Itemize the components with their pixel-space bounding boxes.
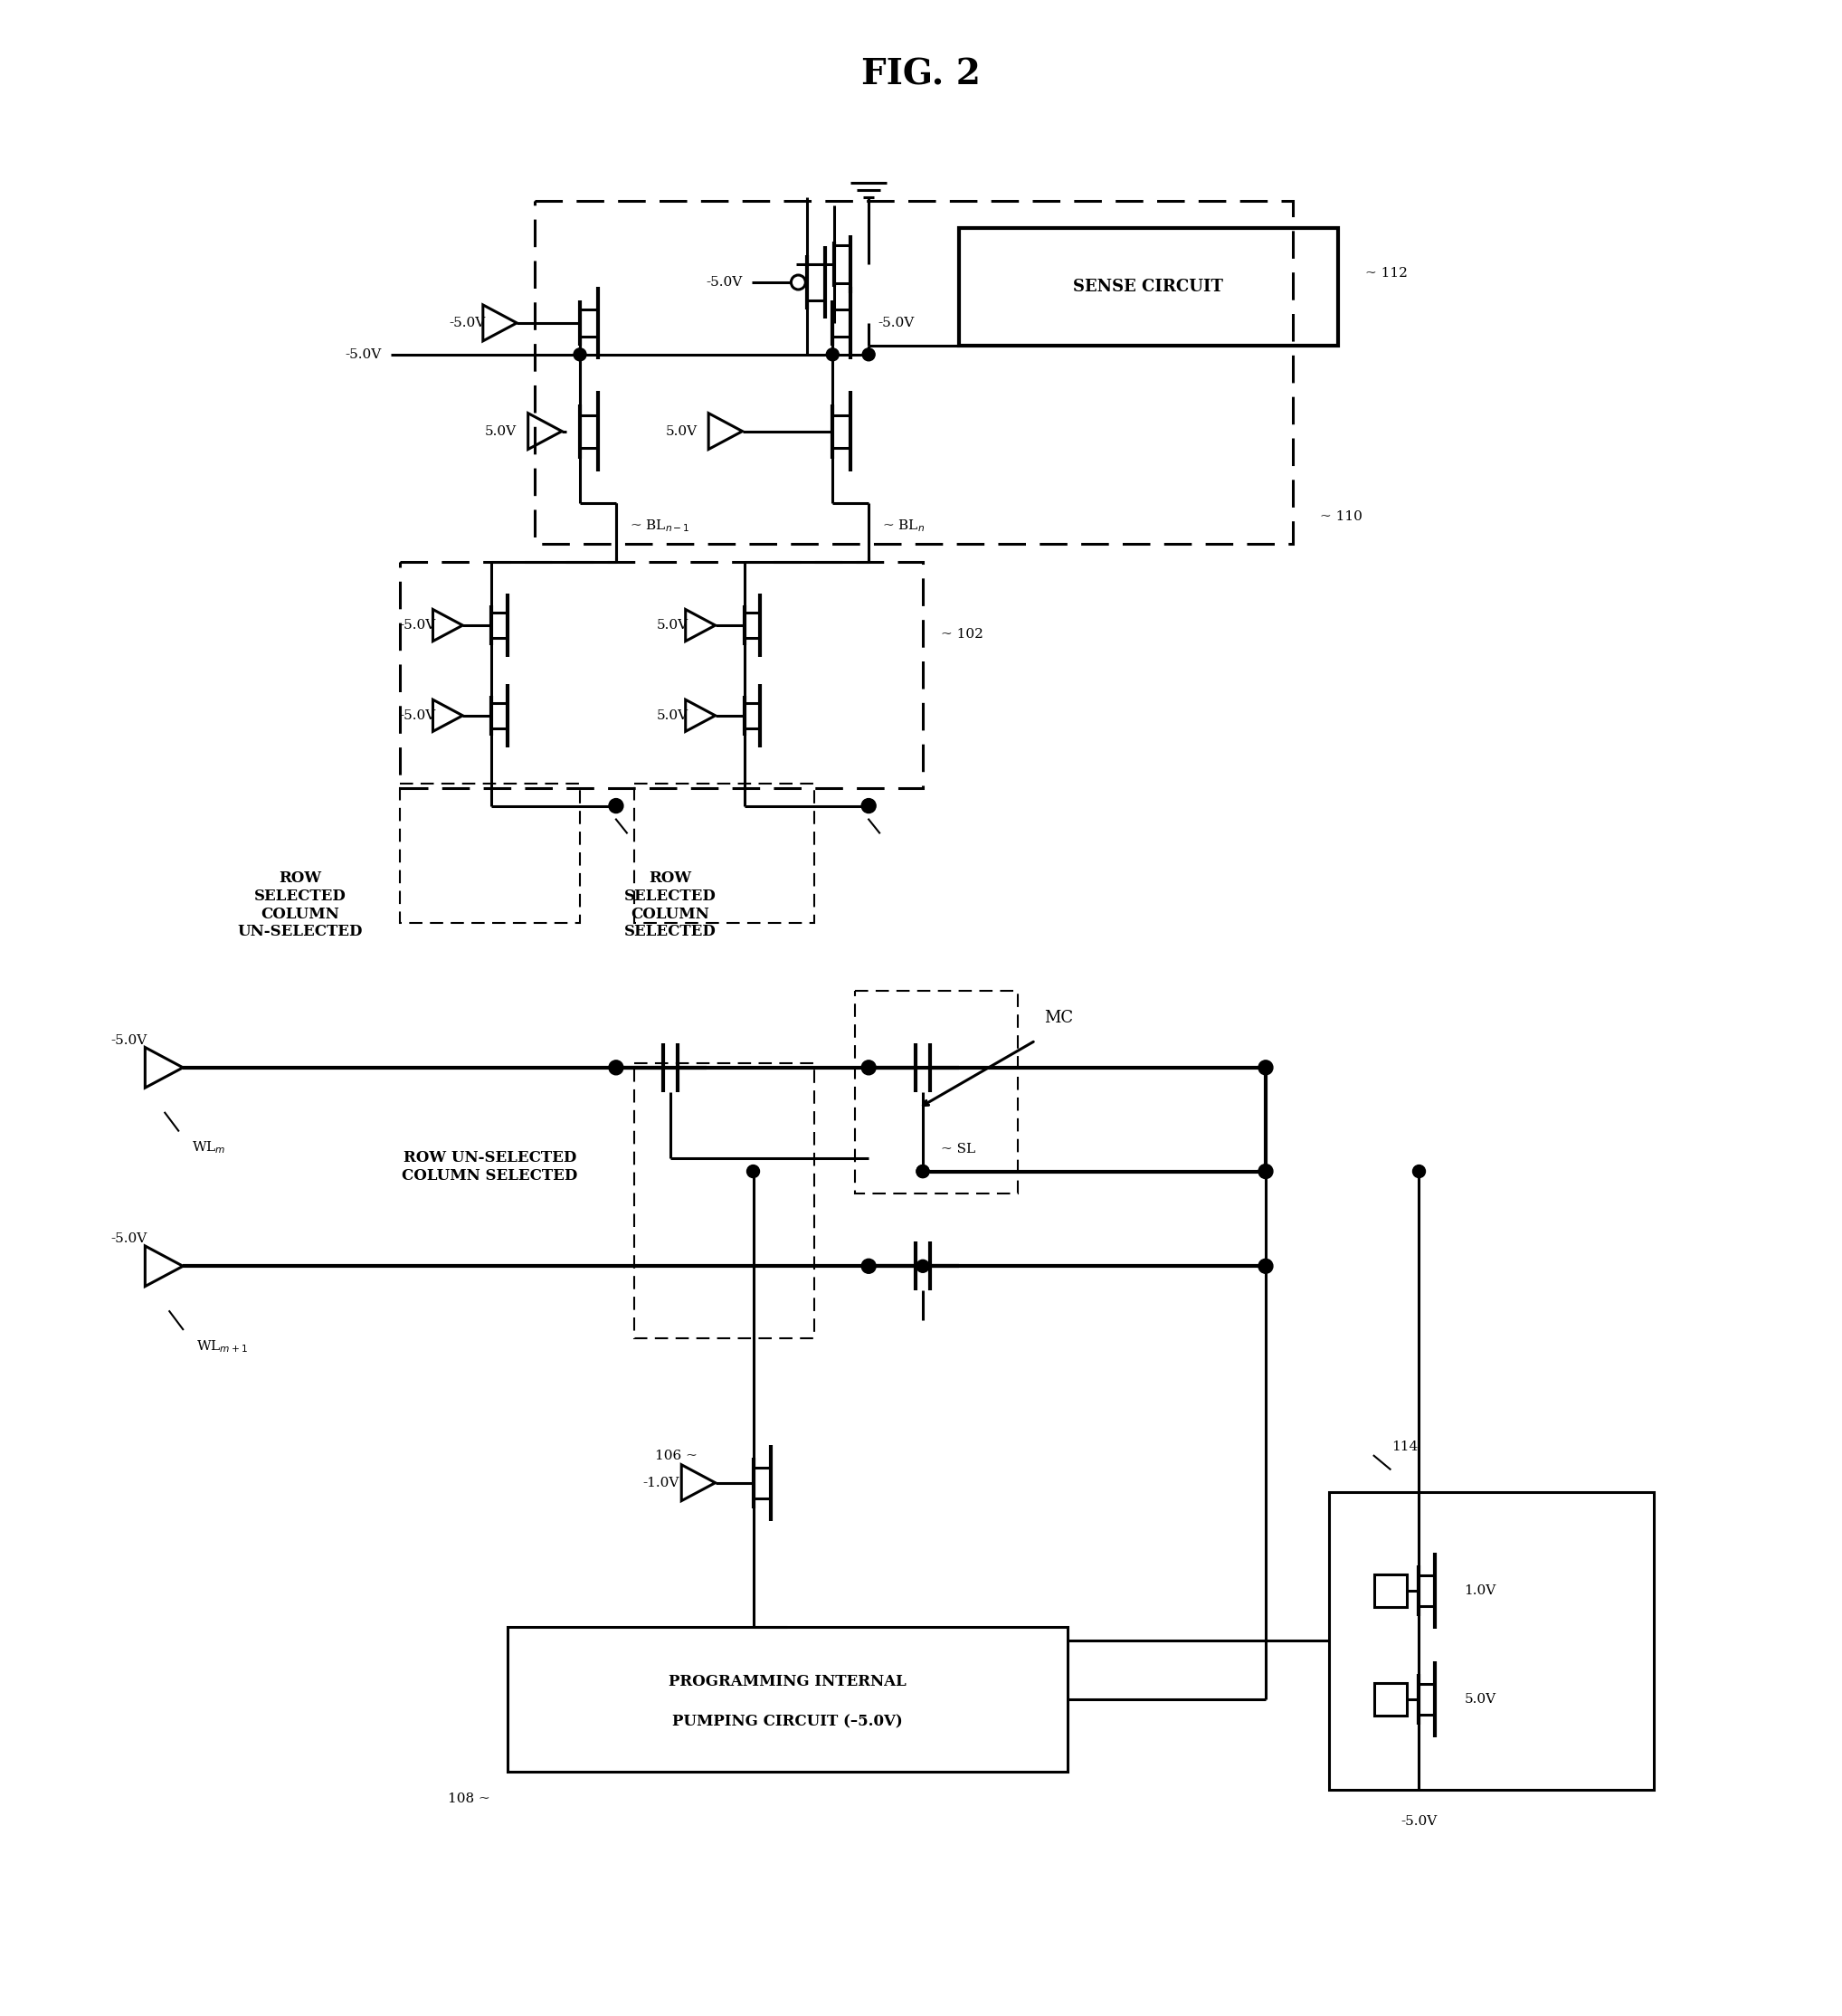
Bar [1374,1574,1407,1607]
Circle shape [862,1060,877,1075]
Text: 5.0V: 5.0V [484,425,518,437]
Text: -5.0V: -5.0V [400,619,435,631]
Text: ~ BL$_{n-1}$: ~ BL$_{n-1}$ [630,518,691,534]
Circle shape [746,1165,759,1177]
Text: ROW
SELECTED
COLUMN
SELECTED: ROW SELECTED COLUMN SELECTED [624,871,717,939]
Bar [634,784,814,923]
Text: FIG. 2: FIG. 2 [862,58,980,93]
Text: ~ 112: ~ 112 [1365,266,1407,280]
Text: 5.0V: 5.0V [656,619,689,631]
Text: ~ SL: ~ SL [941,1143,976,1155]
Text: -5.0V: -5.0V [705,276,742,288]
Text: ROW UN-SELECTED
COLUMN SELECTED: ROW UN-SELECTED COLUMN SELECTED [402,1151,578,1183]
Text: SENSE CIRCUIT: SENSE CIRCUIT [1074,278,1223,294]
Circle shape [1258,1060,1273,1075]
Text: WL$_{m+1}$: WL$_{m+1}$ [197,1339,249,1355]
Bar [634,1062,814,1339]
Text: -5.0V: -5.0V [111,1034,147,1046]
Circle shape [610,800,623,812]
Text: -5.0V: -5.0V [400,710,435,722]
Text: 114: 114 [1393,1439,1418,1454]
Bar [855,990,1017,1193]
Text: -5.0V: -5.0V [449,317,484,329]
Circle shape [862,798,877,812]
Bar [508,1627,1067,1772]
Circle shape [610,1060,623,1075]
Text: ~ BL$_{n}$: ~ BL$_{n}$ [882,518,925,534]
Bar [1374,1683,1407,1716]
Circle shape [917,1165,928,1177]
Bar [400,562,923,788]
Text: -5.0V: -5.0V [877,317,914,329]
Text: ROW
SELECTED
COLUMN
UN-SELECTED: ROW SELECTED COLUMN UN-SELECTED [238,871,363,939]
Circle shape [862,800,875,812]
Circle shape [862,349,875,361]
Text: -5.0V: -5.0V [1400,1814,1437,1829]
Circle shape [1258,1258,1273,1274]
Text: 5.0V: 5.0V [1464,1693,1496,1706]
Circle shape [827,349,838,361]
Text: PUMPING CIRCUIT (–5.0V): PUMPING CIRCUIT (–5.0V) [672,1714,903,1730]
Text: -1.0V: -1.0V [643,1476,680,1490]
Bar [534,202,1293,544]
Text: 108 ~: 108 ~ [448,1792,490,1804]
Text: 1.0V: 1.0V [1464,1585,1496,1597]
Circle shape [862,1258,877,1274]
Circle shape [1413,1165,1426,1177]
Text: WL$_m$: WL$_m$ [192,1139,227,1155]
Text: -5.0V: -5.0V [344,349,381,361]
Text: ~ 110: ~ 110 [1319,510,1363,524]
Text: ~ 102: ~ 102 [941,629,984,641]
Circle shape [917,1260,928,1272]
Text: MC: MC [1044,1010,1074,1026]
Bar [960,228,1337,345]
Bar [1328,1492,1654,1790]
Text: -5.0V: -5.0V [111,1232,147,1246]
Text: 5.0V: 5.0V [665,425,698,437]
Text: 106 ~: 106 ~ [656,1450,698,1462]
Circle shape [610,798,623,812]
Circle shape [573,349,586,361]
Text: PROGRAMMING INTERNAL: PROGRAMMING INTERNAL [669,1673,906,1689]
Text: 5.0V: 5.0V [656,710,689,722]
Circle shape [1258,1163,1273,1179]
Circle shape [917,1165,928,1177]
Bar [400,784,580,923]
